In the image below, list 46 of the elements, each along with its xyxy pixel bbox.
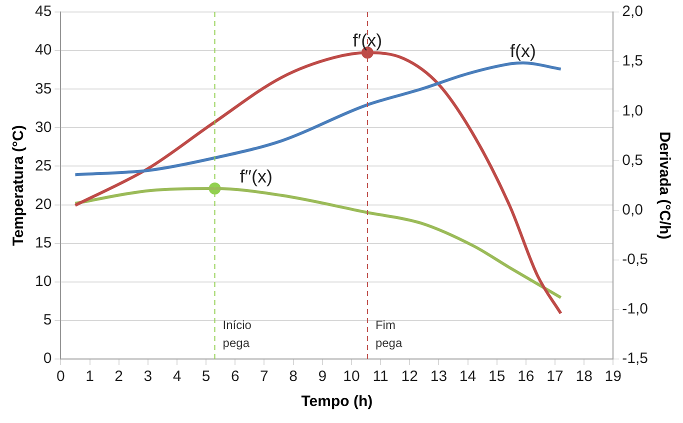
y2-tick-label: 0,0 [622, 201, 644, 218]
x-tick-label: 18 [576, 368, 592, 386]
y-tick-label: 5 [43, 312, 52, 329]
x-tick-label: 4 [172, 368, 182, 386]
x-tick-label: 19 [604, 368, 622, 386]
y2-tick-label: -0,5 [622, 251, 648, 268]
x-tick-label: 12 [401, 368, 418, 386]
y-tick-label: 40 [34, 42, 52, 59]
y-tick-label: 25 [34, 157, 52, 174]
ref-line-label: Início pega [222, 318, 252, 350]
y2-tick-label: 1,5 [622, 52, 644, 70]
x-tick-label: 17 [546, 368, 564, 386]
x-tick-label: 2 [114, 368, 124, 386]
x-tick-label: 10 [343, 368, 360, 386]
x-tick-label: 3 [144, 368, 152, 386]
y-axis-title: Temperatura (°C) [10, 125, 28, 246]
x-tick-label: 13 [430, 368, 448, 386]
y-tick-label: 20 [34, 196, 52, 213]
y2-tick-label: -1,5 [622, 350, 648, 368]
series-label: f(x) [510, 40, 536, 61]
x-tick-label: 0 [56, 368, 65, 386]
x-axis-title: Tempo (h) [301, 393, 373, 410]
x-tick-label: 9 [318, 368, 327, 386]
x-tick-label: 8 [289, 368, 298, 386]
series-label: f′′(x) [240, 166, 273, 186]
x-tick-label: 6 [230, 368, 240, 386]
x-tick-label: 16 [518, 368, 534, 386]
y2-tick-label: 2,0 [622, 3, 644, 20]
y2-tick-label: -1,0 [622, 300, 648, 318]
ref-line-label: Fim pega [375, 318, 402, 350]
x-tick-label: 5 [202, 368, 210, 386]
y2-tick-label: 0,5 [622, 152, 644, 169]
y-tick-label: 10 [34, 273, 52, 290]
y-tick-label: 35 [34, 80, 52, 98]
y-tick-label: 0 [43, 350, 52, 368]
series-label: f′(x) [352, 30, 382, 51]
x-tick-label: 11 [372, 368, 388, 386]
y-tick-label: 15 [34, 234, 52, 252]
x-tick-label: 7 [260, 368, 268, 386]
y-tick-label: 45 [34, 3, 52, 20]
y2-axis-title: Derivada (°C/h) [656, 132, 673, 240]
x-tick-label: 14 [459, 368, 476, 386]
y-tick-label: 30 [34, 118, 52, 136]
x-tick-label: 15 [488, 368, 506, 386]
y2-tick-label: 1,0 [622, 102, 644, 120]
x-tick-label: 1 [86, 368, 94, 386]
